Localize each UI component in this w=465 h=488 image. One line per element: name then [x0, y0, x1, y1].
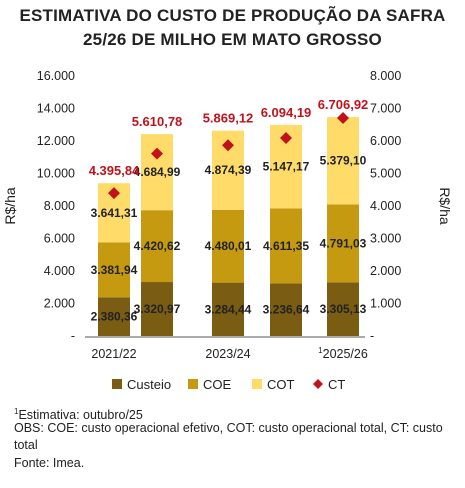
x-tick-label-1: 2021/22	[91, 347, 136, 361]
bar-cot-2	[141, 134, 173, 211]
ct-data-label-4: 6.094,19	[261, 105, 312, 120]
y-left-tick-label: 4.000	[44, 264, 75, 278]
y-right-tick-label: 7.000	[370, 102, 401, 116]
legend-label-ct: CT	[328, 377, 345, 392]
x-tick-superscript: 1	[318, 346, 323, 355]
data-label-cot-4: 5.147,17	[263, 160, 310, 174]
footnote-mark: 1	[14, 407, 19, 416]
y-left-tick-label: 2.000	[44, 297, 75, 311]
chart-title-line-2: 25/26 DE MILHO EM MATO GROSSO	[83, 30, 382, 49]
bar-custeio-5	[327, 282, 359, 336]
ct-marker-2	[151, 147, 163, 160]
data-label-custeio-1: 2.380,36	[91, 310, 138, 324]
bar-custeio-1	[98, 297, 130, 336]
ct-marker-4	[280, 131, 292, 144]
bar-custeio-3	[212, 282, 244, 336]
ct-data-label-3: 5.869,12	[203, 111, 254, 126]
stacked-bar-chart: -2.0004.0006.0008.00010.00012.00014.0001…	[2, 69, 453, 392]
data-label-coe-4: 4.611,35	[263, 239, 309, 253]
data-label-custeio-3: 3.284,44	[205, 302, 252, 316]
estimate-footnote: 1Estimativa: outubro/25	[14, 403, 143, 424]
data-label-cot-3: 4.874,39	[205, 163, 252, 177]
x-tick-text: 2025/26	[323, 347, 368, 361]
legend-swatch-coe	[188, 379, 198, 389]
ct-marker-5	[337, 112, 349, 125]
y-left-tick-label: 12.000	[37, 134, 75, 148]
data-label-custeio-2: 3.320,97	[134, 302, 181, 316]
y-right-tick-label: 5.000	[370, 167, 401, 181]
x-tick-label-5: 12025/26	[318, 346, 368, 361]
data-label-cot-5: 5.379,10	[320, 154, 367, 168]
y-left-tick-label: 8.000	[44, 199, 75, 213]
y-left-tick-label: 14.000	[37, 102, 75, 116]
ct-data-label-2: 5.610,78	[132, 114, 183, 129]
y-left-axis-title: R$/ha	[2, 187, 18, 225]
data-label-cot-1: 3.641,31	[91, 206, 138, 220]
footnote-text: Estimativa: outubro/25	[18, 408, 143, 423]
legend-label-cot: COT	[267, 377, 295, 392]
legend-label-custeio: Custeio	[127, 377, 171, 392]
y-right-tick-label: 1.000	[370, 297, 401, 311]
y-left-tick-label: 6.000	[44, 232, 75, 246]
bar-cot-5	[327, 117, 359, 205]
bar-custeio-4	[270, 283, 302, 336]
y-right-tick-label: 4.000	[370, 199, 401, 213]
y-right-tick-label: 6.000	[370, 134, 401, 148]
ct-marker-1	[108, 187, 120, 200]
data-label-coe-5: 4.791,03	[320, 236, 367, 250]
y-right-tick-label: -	[370, 329, 374, 343]
data-label-custeio-4: 3.236,64	[263, 303, 310, 317]
y-left-tick-label: 16.000	[37, 69, 75, 83]
source-note: Fonte: Imea.	[14, 456, 85, 470]
legend-swatch-cot	[252, 379, 262, 389]
y-right-tick-label: 8.000	[370, 69, 401, 83]
legend-swatch-ct	[313, 379, 323, 389]
y-left-tick-label: 10.000	[37, 167, 75, 181]
data-label-coe-2: 4.420,62	[134, 239, 181, 253]
y-right-tick-label: 3.000	[370, 232, 401, 246]
y-left-tick-label: -	[71, 329, 75, 343]
data-label-cot-2: 4.684,99	[134, 165, 181, 179]
ct-marker-3	[222, 139, 234, 152]
ct-data-label-1: 4.395,84	[89, 163, 140, 178]
bar-coe-2	[141, 210, 173, 283]
data-label-coe-3: 4.480,01	[205, 239, 252, 253]
data-label-coe-1: 3.381,94	[91, 263, 138, 277]
x-tick-label-3: 2023/24	[205, 347, 250, 361]
bar-coe-3	[212, 209, 244, 283]
legend-label-coe: COE	[203, 377, 232, 392]
bar-coe-1	[98, 242, 130, 298]
bar-coe-5	[327, 204, 359, 283]
obs-note: OBS: COE: custo operacional efetivo, COT…	[14, 421, 443, 452]
bar-coe-4	[270, 208, 302, 284]
ct-data-label-5: 6.706,92	[318, 97, 369, 112]
y-right-tick-label: 2.000	[370, 264, 401, 278]
bar-custeio-2	[141, 282, 173, 336]
legend-swatch-custeio	[112, 379, 122, 389]
y-right-axis-title: R$/ha	[437, 187, 453, 225]
data-label-custeio-5: 3.305,13	[320, 302, 367, 316]
chart-title-line-1: ESTIMATIVA DO CUSTO DE PRODUÇÃO DA SAFRA	[19, 6, 446, 25]
